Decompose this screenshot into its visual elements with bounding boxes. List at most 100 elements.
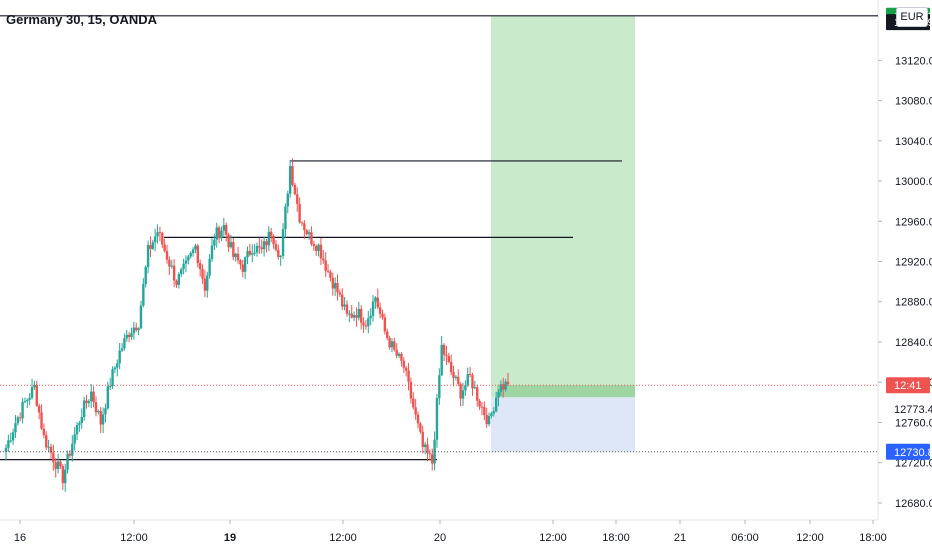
candle-body <box>480 406 484 408</box>
candle <box>483 401 486 421</box>
candle-body <box>338 292 342 295</box>
candle-body <box>329 271 332 278</box>
candle <box>376 288 379 310</box>
candle-body <box>307 232 311 235</box>
candle <box>281 223 285 259</box>
candle-body <box>272 236 275 245</box>
candle <box>478 398 481 411</box>
candle-body <box>367 318 370 327</box>
candle <box>449 354 453 376</box>
candle <box>248 243 252 257</box>
candle-body <box>113 367 117 370</box>
candle <box>272 234 275 249</box>
candle <box>357 301 361 321</box>
candle-body <box>412 398 415 408</box>
loss-zone[interactable] <box>491 397 635 452</box>
candle-body <box>296 194 299 204</box>
candle-body <box>461 390 465 399</box>
candle <box>345 300 349 317</box>
candle <box>307 229 311 240</box>
candle <box>158 226 162 242</box>
candle <box>492 407 495 417</box>
candle-body <box>184 260 188 264</box>
candle <box>428 449 432 461</box>
candle-body <box>187 256 190 261</box>
candle <box>421 425 424 454</box>
candle-body <box>97 411 100 413</box>
candle <box>59 459 62 469</box>
candle <box>170 259 173 269</box>
candle <box>314 244 318 256</box>
candle-body <box>421 431 424 447</box>
candle <box>378 302 382 319</box>
candle <box>194 243 197 254</box>
candle <box>45 431 48 451</box>
candle <box>206 271 209 298</box>
candle <box>213 233 216 251</box>
candle-body <box>227 234 230 248</box>
candle-body <box>201 269 204 279</box>
candle-body <box>66 453 69 470</box>
candle-body <box>92 391 95 403</box>
candle-body <box>352 315 356 318</box>
candle <box>310 226 313 246</box>
time-tick-label: 06:00 <box>731 532 759 544</box>
candle-body <box>35 385 38 406</box>
candle-body <box>478 400 481 407</box>
candle-body <box>390 341 394 348</box>
candle <box>400 352 403 367</box>
candle <box>331 272 334 296</box>
candle-body <box>99 411 102 425</box>
candle <box>381 309 384 320</box>
candle-body <box>416 414 420 424</box>
candle-body <box>279 255 282 257</box>
candle-body <box>449 361 453 373</box>
candle <box>423 441 427 455</box>
candle-body <box>504 381 507 390</box>
candle <box>19 412 22 422</box>
horizontal-lines[interactable] <box>0 15 878 461</box>
candle <box>260 239 263 254</box>
profit-zone[interactable] <box>491 15 635 398</box>
candle-body <box>386 331 389 339</box>
candle <box>215 222 218 248</box>
candle <box>165 244 169 264</box>
candle <box>113 366 117 374</box>
candle-body <box>409 381 413 399</box>
candle-body <box>21 402 24 419</box>
candle <box>476 384 479 407</box>
candle-body <box>182 263 185 270</box>
candle <box>87 399 91 408</box>
candle <box>412 392 415 410</box>
price-label-box <box>886 400 930 417</box>
candle <box>168 256 171 276</box>
candle-body <box>440 344 443 376</box>
candle-body <box>248 250 252 255</box>
candle <box>182 258 185 275</box>
candle <box>73 426 76 451</box>
candle-body <box>258 246 261 248</box>
candle <box>402 357 406 373</box>
currency-button[interactable]: EUR <box>896 7 928 27</box>
price-tick-label: 12840.0 <box>895 337 932 349</box>
price-tick-label: 12760.0 <box>895 417 932 429</box>
candle <box>243 256 247 280</box>
candle <box>52 444 55 471</box>
candle <box>409 377 413 404</box>
candle-body <box>502 384 505 390</box>
candle <box>184 255 188 273</box>
candle <box>494 391 498 413</box>
candle-body <box>7 440 10 448</box>
candle <box>28 393 31 406</box>
candle <box>447 352 451 364</box>
candle <box>419 421 422 434</box>
candle-body <box>310 232 313 244</box>
price-dotted-lines <box>0 384 878 453</box>
candle <box>142 278 145 308</box>
time-tick-label: 21 <box>674 532 686 544</box>
candle-body <box>180 269 183 275</box>
candle <box>118 343 121 370</box>
candle-body <box>213 239 216 246</box>
time-tick-label: 18:00 <box>602 532 630 544</box>
